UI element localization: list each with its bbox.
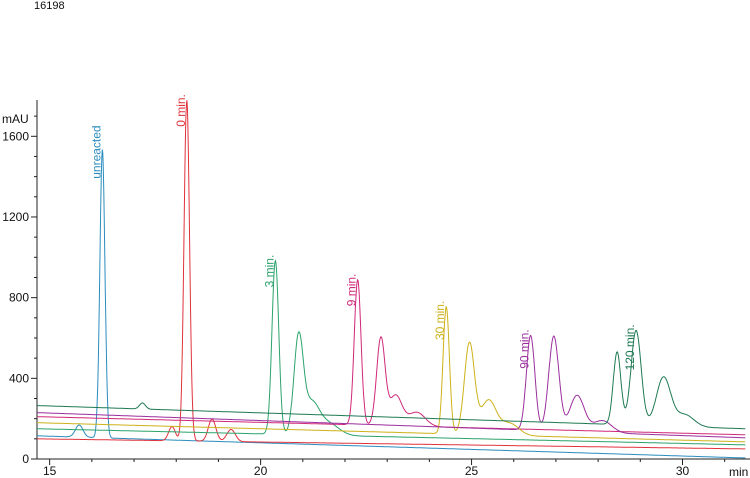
trace-line [37,100,746,450]
trace-line [37,149,746,459]
x-tick-label: 20 [254,464,268,478]
y-tick-label: 800 [9,291,29,305]
trace-line [36,259,746,446]
trace-label: 3 min. [262,255,276,288]
chart-traces [36,100,746,459]
y-tick-label: 1200 [2,210,29,224]
chart-trace-labels: unreacted 0 min. 3 min. 9 min. 30 min. 90 min… [89,94,637,370]
trace-label: 9 min. [345,274,359,307]
x-axis-label: min [729,465,748,478]
x-tick-label: 25 [465,464,479,478]
trace-label: 30 min. [433,301,447,340]
trace-label: unreacted [89,125,103,178]
trace-line [37,329,746,430]
trace-label: 90 min. [518,329,532,368]
y-tick-label: 1600 [2,129,29,143]
trace-line [37,334,746,439]
x-tick-label: 30 [676,464,690,478]
trace-line [37,305,746,443]
trace-label: 120 min. [623,324,637,370]
x-tick-label: 15 [43,464,57,478]
trace-line [36,278,746,436]
header-id-label: 16198 [34,0,65,12]
y-tick-label: 400 [9,371,29,385]
y-axis-label: mAU [2,112,29,126]
chart-axes: 0 400 800 1200 1600 15 20 25 30 [2,100,750,478]
y-tick-label: 0 [22,452,29,466]
trace-label: 0 min. [174,94,188,127]
